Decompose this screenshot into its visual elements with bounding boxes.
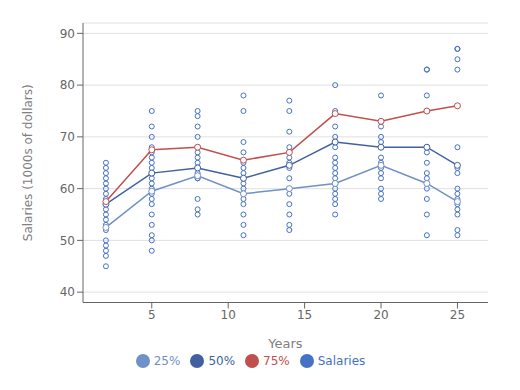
svg-text:40: 40 bbox=[60, 285, 75, 299]
svg-text:50: 50 bbox=[60, 234, 75, 248]
html-text:25%: 25% bbox=[153, 353, 181, 368]
html-text:Salaries: Salaries bbox=[317, 353, 366, 368]
svg-text:25: 25 bbox=[450, 308, 465, 322]
svg-text:5: 5 bbox=[148, 308, 156, 322]
svg-text:Salaries (1000s of dollars): Salaries (1000s of dollars) bbox=[21, 84, 35, 241]
svg-text:15: 15 bbox=[297, 308, 312, 322]
svg-text:90: 90 bbox=[60, 27, 75, 41]
svg-text:10: 10 bbox=[221, 308, 236, 322]
svg-text:70: 70 bbox=[60, 130, 75, 144]
html-text:75%: 75% bbox=[263, 353, 290, 368]
svg-text:80: 80 bbox=[60, 78, 75, 92]
svg-text:60: 60 bbox=[60, 182, 75, 196]
svg-text:20: 20 bbox=[373, 308, 388, 322]
svg-text:Years: Years bbox=[267, 336, 303, 351]
html-text:50%: 50% bbox=[208, 353, 235, 368]
